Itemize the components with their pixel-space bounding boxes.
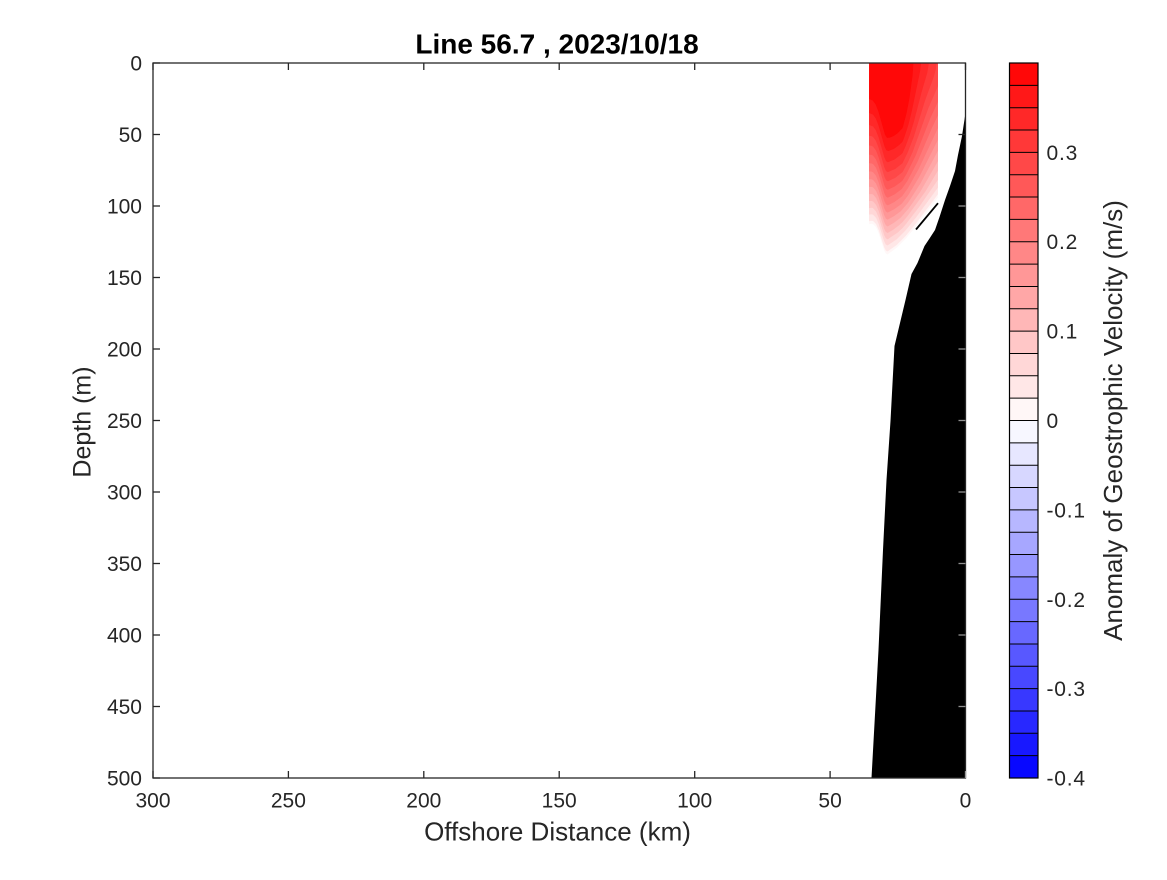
svg-text:50: 50 bbox=[818, 790, 841, 813]
svg-text:250: 250 bbox=[271, 790, 306, 813]
svg-text:100: 100 bbox=[107, 196, 142, 219]
svg-text:-0.4: -0.4 bbox=[1047, 768, 1086, 791]
svg-text:500: 500 bbox=[107, 768, 142, 791]
svg-text:400: 400 bbox=[107, 625, 142, 648]
svg-text:Depth (m): Depth (m) bbox=[69, 366, 97, 477]
svg-text:0.1: 0.1 bbox=[1047, 321, 1079, 344]
svg-text:Anomaly of Geostrophic Velocit: Anomaly of Geostrophic Velocity (m/s) bbox=[1098, 200, 1128, 641]
svg-text:-0.3: -0.3 bbox=[1047, 678, 1086, 701]
svg-text:-0.1: -0.1 bbox=[1047, 499, 1086, 522]
svg-text:0: 0 bbox=[130, 53, 142, 76]
svg-text:0: 0 bbox=[1047, 410, 1059, 433]
svg-text:350: 350 bbox=[107, 553, 142, 576]
svg-text:150: 150 bbox=[107, 267, 142, 290]
svg-text:200: 200 bbox=[406, 790, 441, 813]
svg-text:450: 450 bbox=[107, 696, 142, 719]
svg-text:0: 0 bbox=[960, 790, 972, 813]
svg-text:100: 100 bbox=[677, 790, 712, 813]
svg-text:150: 150 bbox=[542, 790, 577, 813]
svg-text:Offshore Distance (km): Offshore Distance (km) bbox=[424, 817, 691, 847]
svg-text:0.2: 0.2 bbox=[1047, 231, 1079, 254]
svg-text:-0.2: -0.2 bbox=[1047, 589, 1086, 612]
svg-text:200: 200 bbox=[107, 339, 142, 362]
svg-text:300: 300 bbox=[107, 482, 142, 505]
svg-text:Line 56.7 , 2023/10/18: Line 56.7 , 2023/10/18 bbox=[415, 29, 698, 60]
svg-text:0.3: 0.3 bbox=[1047, 142, 1079, 165]
svg-text:50: 50 bbox=[119, 124, 142, 147]
svg-text:300: 300 bbox=[135, 790, 170, 813]
svg-text:250: 250 bbox=[107, 410, 142, 433]
